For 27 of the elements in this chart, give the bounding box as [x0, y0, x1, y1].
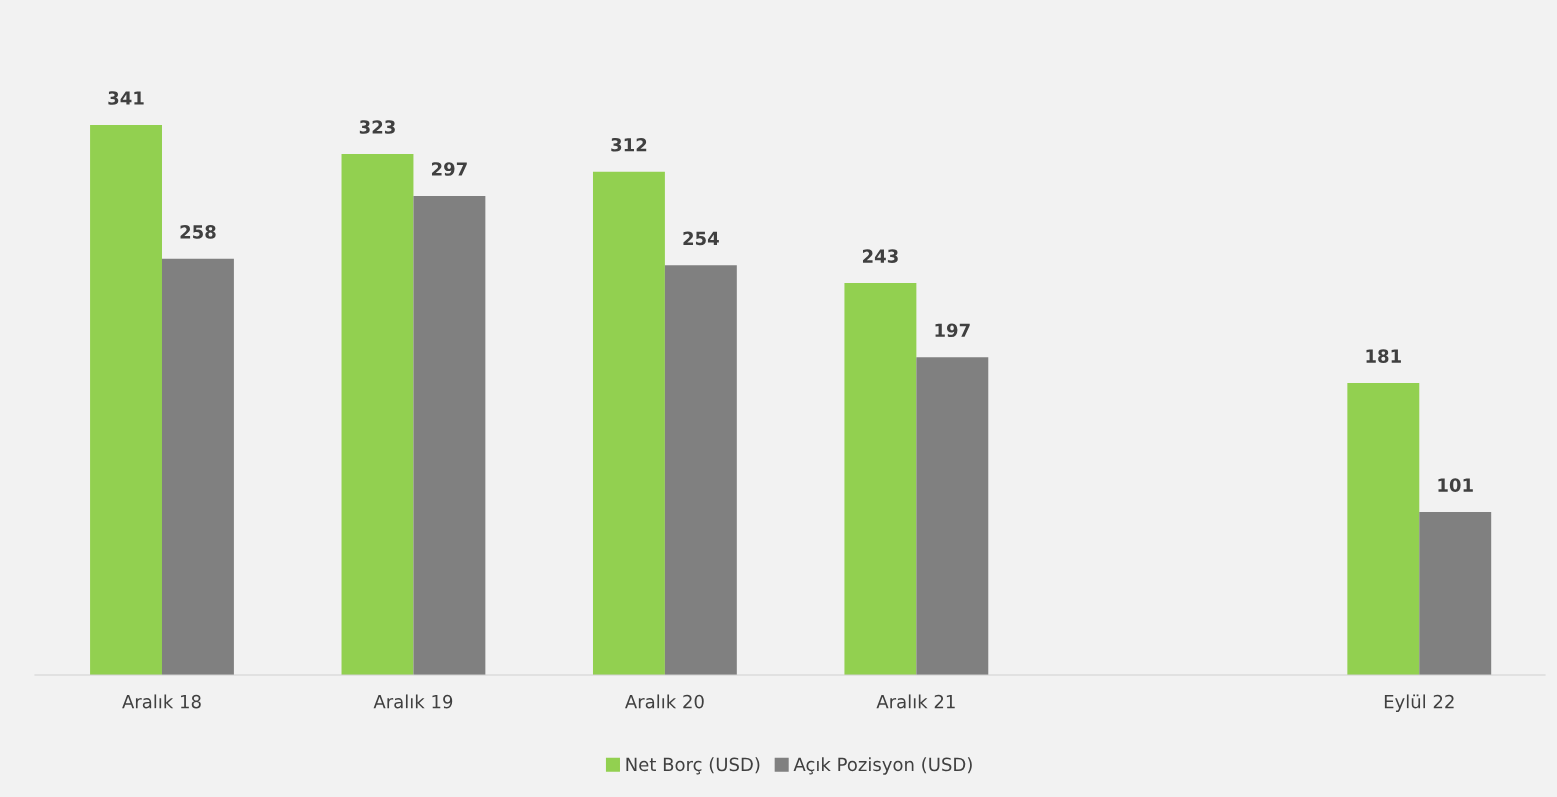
x-tick-label: Aralık 18: [122, 694, 201, 709]
bar: [592, 171, 665, 675]
bar: [413, 195, 486, 675]
bar: [916, 357, 989, 675]
legend-label: Açık Pozisyon (USD): [793, 757, 972, 775]
data-label: 341: [108, 91, 144, 105]
data-label: 243: [862, 249, 898, 263]
bar: [1419, 512, 1492, 675]
data-label: 181: [1366, 349, 1401, 363]
bar: [341, 154, 414, 675]
x-tick-label: Eylül 22: [1384, 694, 1454, 712]
bar: [1347, 383, 1420, 675]
data-label: 323: [359, 120, 395, 134]
x-tick-label: Aralık 20: [625, 694, 704, 709]
bar: [664, 265, 737, 675]
data-label: 297: [431, 162, 467, 176]
legend-label: Net Borç (USD): [626, 757, 760, 775]
bar: [161, 258, 234, 675]
data-label: 197: [935, 323, 970, 338]
data-label: 101: [1438, 478, 1473, 492]
bar: [844, 283, 917, 675]
data-label: 312: [611, 137, 647, 152]
data-label: 258: [180, 225, 216, 239]
bar: [90, 125, 162, 675]
data-label: 254: [683, 231, 719, 246]
x-tick-label: Aralık 19: [373, 694, 453, 709]
x-tick-label: Aralık 21: [876, 694, 955, 709]
